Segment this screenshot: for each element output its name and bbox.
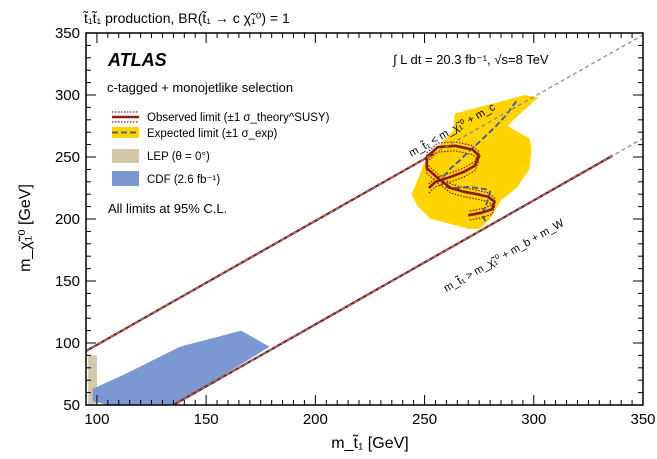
y-tick-label: 250 — [55, 149, 80, 166]
y-tick-label: 150 — [55, 273, 80, 290]
x-axis-label: m_t̃₁ [GeV] — [331, 433, 408, 452]
legend: Observed limit (±1 σ_theory^SUSY) Expect… — [112, 111, 330, 186]
legend-entry-cdf: CDF (2.6 fb⁻¹) — [112, 171, 220, 186]
legend-lep-swatch — [112, 149, 139, 163]
atlas-label: ATLAS — [107, 50, 167, 70]
legend-entry-expected: Expected limit (±1 σ_exp) — [112, 127, 278, 140]
y-tick-label: 350 — [55, 25, 80, 42]
y-tick-label: 50 — [63, 397, 80, 414]
y-axis-label: m_χ̃₁⁰ [GeV] — [17, 184, 34, 272]
luminosity-label: ∫ L dt = 20.3 fb⁻¹, √s=8 TeV — [392, 52, 549, 67]
x-tick-label: 100 — [84, 411, 109, 428]
confidence-level-label: All limits at 95% C.L. — [108, 201, 227, 216]
observed-limit-line — [425, 144, 496, 217]
cdf-exclusion-region — [92, 330, 270, 405]
x-tick-label: 350 — [630, 411, 655, 428]
legend-entry-observed: Observed limit (±1 σ_theory^SUSY) — [112, 111, 330, 124]
kinematic-boundary-upper-dashed — [86, 34, 643, 352]
legend-expected-label: Expected limit (±1 σ_exp) — [147, 128, 278, 140]
legend-lep-label: LEP (θ = 0°) — [147, 151, 210, 163]
x-tick-label: 200 — [303, 411, 328, 428]
x-tick-label: 150 — [194, 411, 219, 428]
x-tick-label: 300 — [521, 411, 546, 428]
legend-entry-lep: LEP (θ = 0°) — [112, 149, 210, 163]
selection-label: c-tagged + monojetlike selection — [107, 80, 293, 95]
legend-cdf-label: CDF (2.6 fb⁻¹) — [147, 174, 220, 186]
y-tick-label: 200 — [55, 211, 80, 228]
x-tick-label: 250 — [412, 411, 437, 428]
chart-title: t̃₁t̃₁ production, BR(t̃₁ → c χ̃₁⁰) = 1 — [83, 10, 290, 26]
kinematic-boundary-lower-label: m_t̃₁ > m_χ̃₁⁰ + m_b + m_W — [442, 217, 567, 295]
y-tick-label: 100 — [55, 335, 80, 352]
kinematic-boundary-lower-dashed — [172, 137, 643, 405]
legend-cdf-swatch — [112, 171, 139, 186]
legend-observed-label: Observed limit (±1 σ_theory^SUSY) — [147, 112, 330, 124]
y-tick-label: 300 — [55, 87, 80, 104]
expected-limit-line — [440, 100, 518, 222]
